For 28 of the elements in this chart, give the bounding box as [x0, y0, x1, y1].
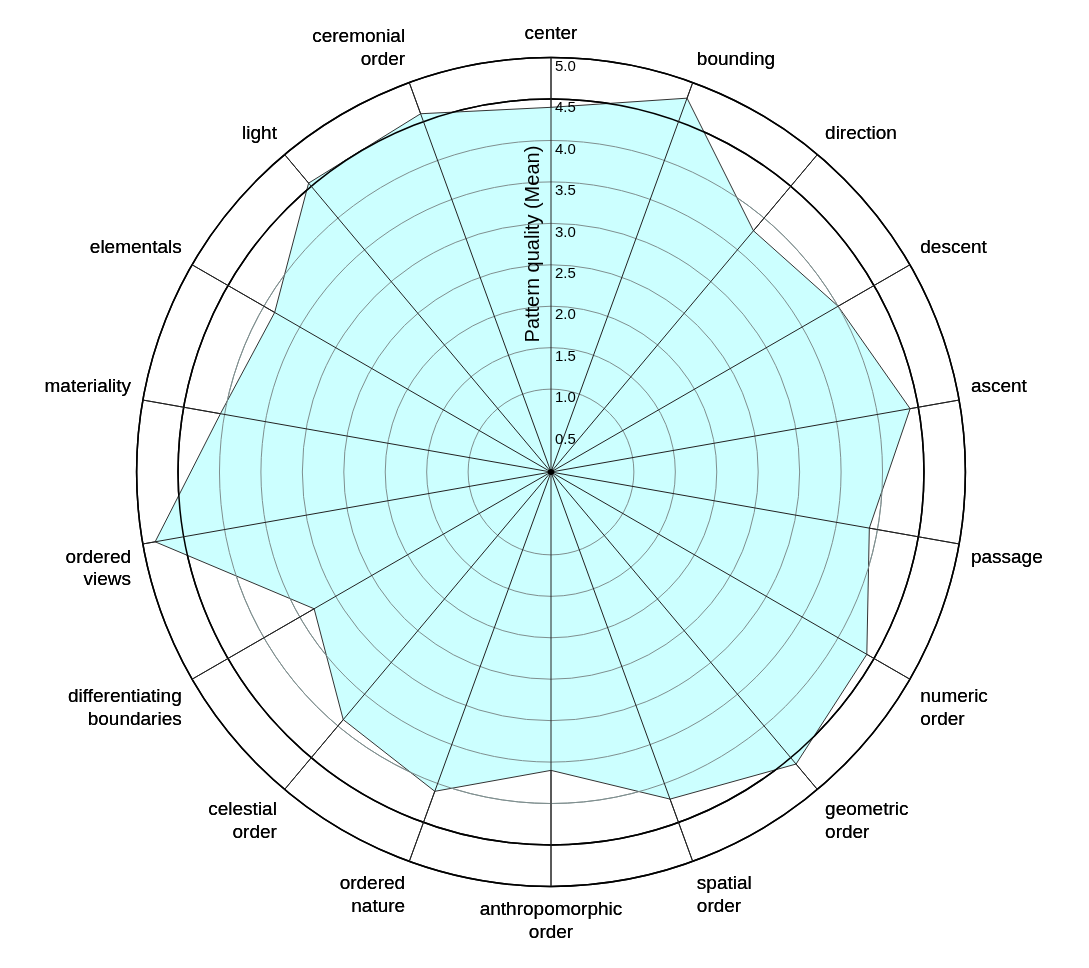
y-tick-label: 2.5	[555, 263, 576, 281]
y-tick-label: 3.5	[555, 181, 576, 199]
y-tick-label: 4.0	[555, 139, 576, 157]
spoke-label: ceremonial order	[312, 25, 406, 70]
y-tick-label: 1.0	[555, 388, 576, 406]
y-tick-label: 2.0	[555, 305, 576, 323]
spoke-label: ordered nature	[339, 872, 406, 917]
spoke-label: materiality	[44, 374, 132, 396]
spoke-label: bounding	[696, 48, 776, 70]
spoke-label: direction	[825, 122, 897, 144]
y-tick-label: 5.0	[555, 56, 576, 74]
y-tick-label: 1.5	[555, 346, 576, 364]
spoke-label: differentiating boundaries	[67, 684, 182, 729]
spoke-label: passage	[970, 545, 1043, 567]
spoke-label: anthropomorphic order	[479, 898, 623, 942]
text: Pattern quality (Mean)	[520, 145, 543, 343]
spoke-label: numeric order	[920, 684, 988, 729]
spoke-label: geometric order	[825, 798, 909, 843]
spoke-label: ascent	[970, 374, 1028, 396]
spoke-label: ordered views	[65, 545, 132, 590]
spoke-label: spatial order	[696, 872, 752, 917]
y-tick-label: 0.5	[555, 429, 576, 447]
spoke-label: light	[242, 122, 278, 144]
y-tick-label: 3.0	[555, 222, 576, 240]
spoke-label: descent	[920, 235, 988, 257]
spoke-label: celestial order	[208, 798, 278, 843]
spoke-label: center	[524, 22, 579, 44]
spoke-label: elementals	[89, 235, 182, 257]
